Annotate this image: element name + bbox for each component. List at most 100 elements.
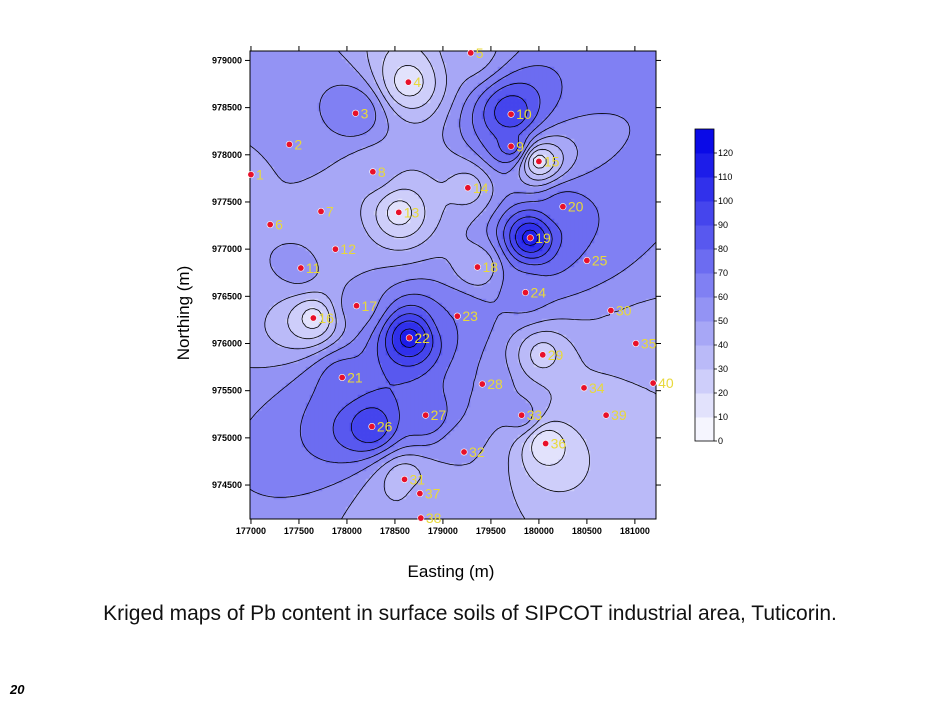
- point-label: 4: [413, 74, 421, 90]
- point-marker: [467, 49, 475, 57]
- point-label: 1: [256, 167, 264, 183]
- point-marker: [539, 351, 547, 359]
- x-tick-label: 181000: [620, 526, 650, 536]
- sample-point-28: 28: [478, 376, 503, 392]
- point-marker: [422, 411, 430, 419]
- contour-lines: [250, 51, 656, 519]
- sample-point-1: 1: [247, 167, 264, 183]
- point-marker: [649, 379, 657, 387]
- sample-point-25: 25: [583, 252, 608, 268]
- sample-point-35: 35: [632, 336, 657, 352]
- y-tick-975000: 975000: [212, 433, 661, 443]
- point-label: 10: [516, 106, 532, 122]
- point-label: 17: [362, 298, 378, 314]
- legend-band: [695, 225, 714, 250]
- legend-band: [695, 273, 714, 298]
- legend-band: [695, 297, 714, 322]
- contour-60: [250, 51, 656, 498]
- point-marker: [453, 312, 461, 320]
- point-marker: [416, 490, 424, 498]
- sample-point-4: 4: [404, 74, 421, 90]
- point-marker: [405, 334, 413, 342]
- sample-point-23: 23: [453, 308, 478, 324]
- point-marker: [521, 289, 529, 297]
- sample-point-39: 39: [602, 407, 627, 423]
- point-marker: [369, 168, 377, 176]
- y-tick-977500: 977500: [212, 197, 661, 207]
- point-marker: [297, 264, 305, 272]
- point-label: 31: [410, 471, 426, 487]
- x-tick-label: 180500: [572, 526, 602, 536]
- point-label: 36: [551, 436, 567, 452]
- point-marker: [309, 314, 317, 322]
- x-tick-178000: 178000: [332, 46, 362, 536]
- point-marker: [317, 207, 325, 215]
- point-marker: [247, 171, 255, 179]
- point-label: 7: [326, 203, 334, 219]
- legend-band: [695, 321, 714, 346]
- point-label: 26: [377, 419, 393, 435]
- point-marker: [559, 203, 567, 211]
- legend-tick-label: 30: [718, 364, 728, 374]
- point-marker: [607, 306, 615, 314]
- x-tick-180000: 180000: [524, 46, 554, 536]
- point-label: 9: [516, 138, 524, 154]
- point-marker: [632, 339, 640, 347]
- y-tick-label: 976500: [212, 291, 242, 301]
- sample-point-31: 31: [401, 471, 425, 487]
- sample-point-33: 33: [518, 407, 542, 423]
- legend-band: [695, 129, 714, 154]
- x-tick-label: 180000: [524, 526, 554, 536]
- sample-point-13: 13: [395, 204, 420, 220]
- x-tick-181000: 181000: [620, 46, 650, 536]
- point-label: 34: [589, 380, 605, 396]
- legend-tick-label: 70: [718, 268, 728, 278]
- point-label: 32: [469, 444, 485, 460]
- sample-point-19: 19: [526, 230, 551, 246]
- legend-band: [695, 249, 714, 274]
- point-label: 30: [616, 302, 632, 318]
- contour-90: [350, 95, 553, 443]
- point-marker: [460, 448, 468, 456]
- point-label: 19: [535, 230, 551, 246]
- sample-point-37: 37: [416, 486, 441, 502]
- sample-point-30: 30: [607, 302, 632, 318]
- contour-100: [391, 222, 546, 358]
- y-tick-label: 975500: [212, 386, 242, 396]
- legend-band: [695, 369, 714, 394]
- y-tick-label: 978500: [212, 103, 242, 113]
- point-marker: [331, 245, 339, 253]
- point-marker: [602, 411, 610, 419]
- legend-band: [695, 393, 714, 418]
- x-tick-177000: 177000: [236, 46, 266, 536]
- point-label: 22: [414, 330, 430, 346]
- sample-point-12: 12: [331, 241, 356, 257]
- point-marker: [507, 142, 515, 150]
- point-label: 3: [361, 105, 369, 121]
- contour-80: [332, 82, 563, 452]
- point-marker: [395, 208, 403, 216]
- legend-frame: [694, 128, 715, 442]
- x-tick-178500: 178500: [380, 46, 410, 536]
- y-axis-label: Northing (m): [174, 266, 193, 360]
- x-tick-label: 177500: [284, 526, 314, 536]
- legend-tick-label: 120: [718, 148, 733, 158]
- point-marker: [507, 110, 515, 118]
- legend-band: [695, 345, 714, 370]
- y-tick-label: 977500: [212, 197, 242, 207]
- point-marker: [285, 140, 293, 148]
- sample-point-16: 16: [309, 310, 334, 326]
- sample-point-32: 32: [460, 444, 485, 460]
- sample-point-9: 9: [507, 138, 524, 154]
- sample-point-3: 3: [352, 105, 369, 121]
- page-number: 20: [10, 682, 25, 697]
- point-label: 35: [641, 336, 657, 352]
- sample-point-6: 6: [266, 217, 283, 233]
- point-marker: [353, 302, 361, 310]
- point-label: 38: [426, 510, 442, 526]
- y-tick-978500: 978500: [212, 103, 661, 113]
- point-label: 24: [530, 285, 546, 301]
- sample-point-26: 26: [368, 419, 393, 435]
- y-tick-label: 975000: [212, 433, 242, 443]
- point-marker: [542, 440, 550, 448]
